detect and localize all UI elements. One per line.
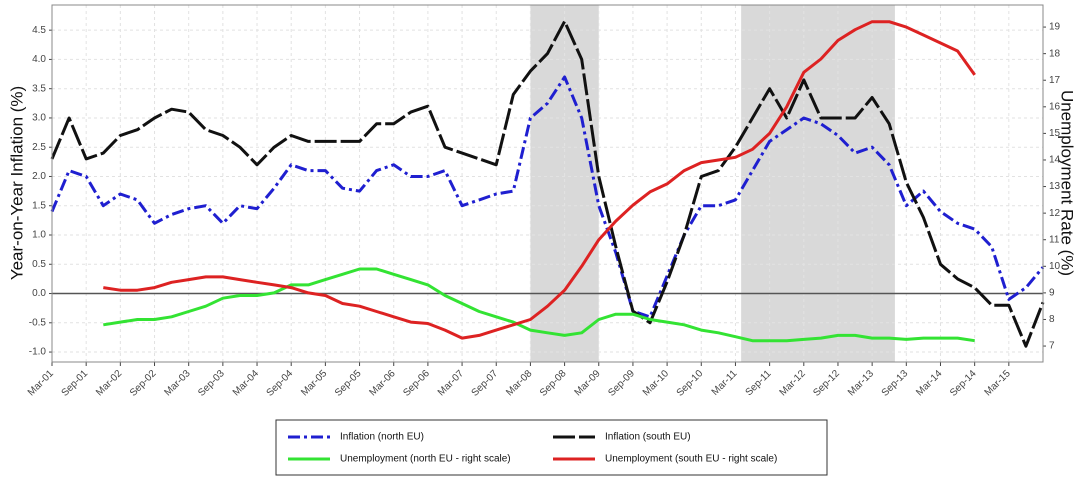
x-tick-label: Sep-08 xyxy=(538,368,569,399)
series-line xyxy=(103,267,975,343)
y-tick-label: 2.0 xyxy=(32,171,46,182)
x-tick-label: Mar-12 xyxy=(778,368,808,398)
x-tick-label: Mar-05 xyxy=(299,368,329,398)
x-tick-label: Mar-03 xyxy=(162,368,192,398)
y-tick-label: 3.0 xyxy=(32,113,46,124)
x-tick-label: Sep-04 xyxy=(265,368,296,399)
x-tick-label: Mar-04 xyxy=(231,368,261,398)
x-tick-label: Sep-09 xyxy=(606,368,637,399)
x-tick-label: Sep-02 xyxy=(128,368,159,399)
x-tick-label: Sep-13 xyxy=(880,368,911,399)
y-tick-label: -1.0 xyxy=(29,347,47,358)
x-tick-label: Mar-06 xyxy=(368,368,398,398)
y-tick-label: 1.5 xyxy=(32,200,46,211)
x-tick-label: Mar-15 xyxy=(983,368,1013,398)
x-tick-label: Mar-07 xyxy=(436,368,466,398)
series-line xyxy=(103,20,976,340)
x-tick-label: Sep-11 xyxy=(744,368,774,398)
x-tick-label: Mar-08 xyxy=(504,368,534,398)
legend-label: Unemployment (south EU - right scale) xyxy=(605,454,777,465)
shaded-period xyxy=(741,5,895,362)
y2-tick-label: 10 xyxy=(1049,261,1061,272)
x-tick-label: Mar-11 xyxy=(710,368,740,398)
x-tick-label: Sep-10 xyxy=(675,368,706,399)
x-tick-label: Mar-14 xyxy=(914,368,944,398)
x-tick-label: Sep-07 xyxy=(470,368,501,399)
y2-tick-label: 19 xyxy=(1049,22,1061,33)
y-tick-label: 3.5 xyxy=(32,83,46,94)
y2-tick-label: 18 xyxy=(1049,48,1061,59)
y-tick-label: 1.0 xyxy=(32,230,46,241)
y2-tick-label: 13 xyxy=(1049,181,1061,192)
y-tick-label: -0.5 xyxy=(29,317,47,328)
legend-label: Inflation (south EU) xyxy=(605,432,691,443)
x-tick-label: Mar-13 xyxy=(846,368,876,398)
y-tick-label: 4.0 xyxy=(32,54,46,65)
x-tick-label: Mar-02 xyxy=(94,368,124,398)
x-tick-label: Sep-05 xyxy=(333,368,364,399)
x-tick-label: Sep-06 xyxy=(401,368,432,399)
x-tick-label: Mar-01 xyxy=(26,368,56,398)
y-tick-label: 4.5 xyxy=(32,25,46,36)
legend-label: Inflation (north EU) xyxy=(340,432,424,443)
y-tick-label: 0.5 xyxy=(32,259,46,270)
x-tick-label: Sep-03 xyxy=(196,368,227,399)
y2-tick-label: 15 xyxy=(1049,128,1061,139)
series-line xyxy=(50,75,1045,319)
legend-label: Unemployment (north EU - right scale) xyxy=(340,454,511,465)
y-tick-label: 0.0 xyxy=(32,288,46,299)
y2-tick-label: 12 xyxy=(1049,208,1061,219)
y2-tick-label: 14 xyxy=(1049,155,1061,166)
x-tick-label: Sep-12 xyxy=(811,368,842,399)
plot-border xyxy=(51,4,1044,363)
y2-tick-label: 9 xyxy=(1049,288,1055,299)
y2-axis-title: Unemployment Rate (%) xyxy=(1058,90,1077,276)
shaded-period xyxy=(530,5,599,362)
y-tick-label: 2.5 xyxy=(32,142,46,153)
y2-tick-label: 16 xyxy=(1049,101,1061,112)
x-tick-label: Sep-01 xyxy=(60,368,91,399)
y2-tick-label: 11 xyxy=(1049,234,1060,245)
x-tick-label: Mar-10 xyxy=(641,368,671,398)
series-line xyxy=(50,19,1045,348)
y2-tick-label: 7 xyxy=(1049,341,1055,352)
y2-tick-label: 17 xyxy=(1049,75,1061,86)
y2-tick-label: 8 xyxy=(1049,314,1055,325)
y-axis-title: Year-on-Year Inflation (%) xyxy=(7,86,26,280)
x-tick-label: Mar-09 xyxy=(573,368,603,398)
x-tick-label: Sep-14 xyxy=(948,368,979,399)
legend-box xyxy=(275,419,828,476)
